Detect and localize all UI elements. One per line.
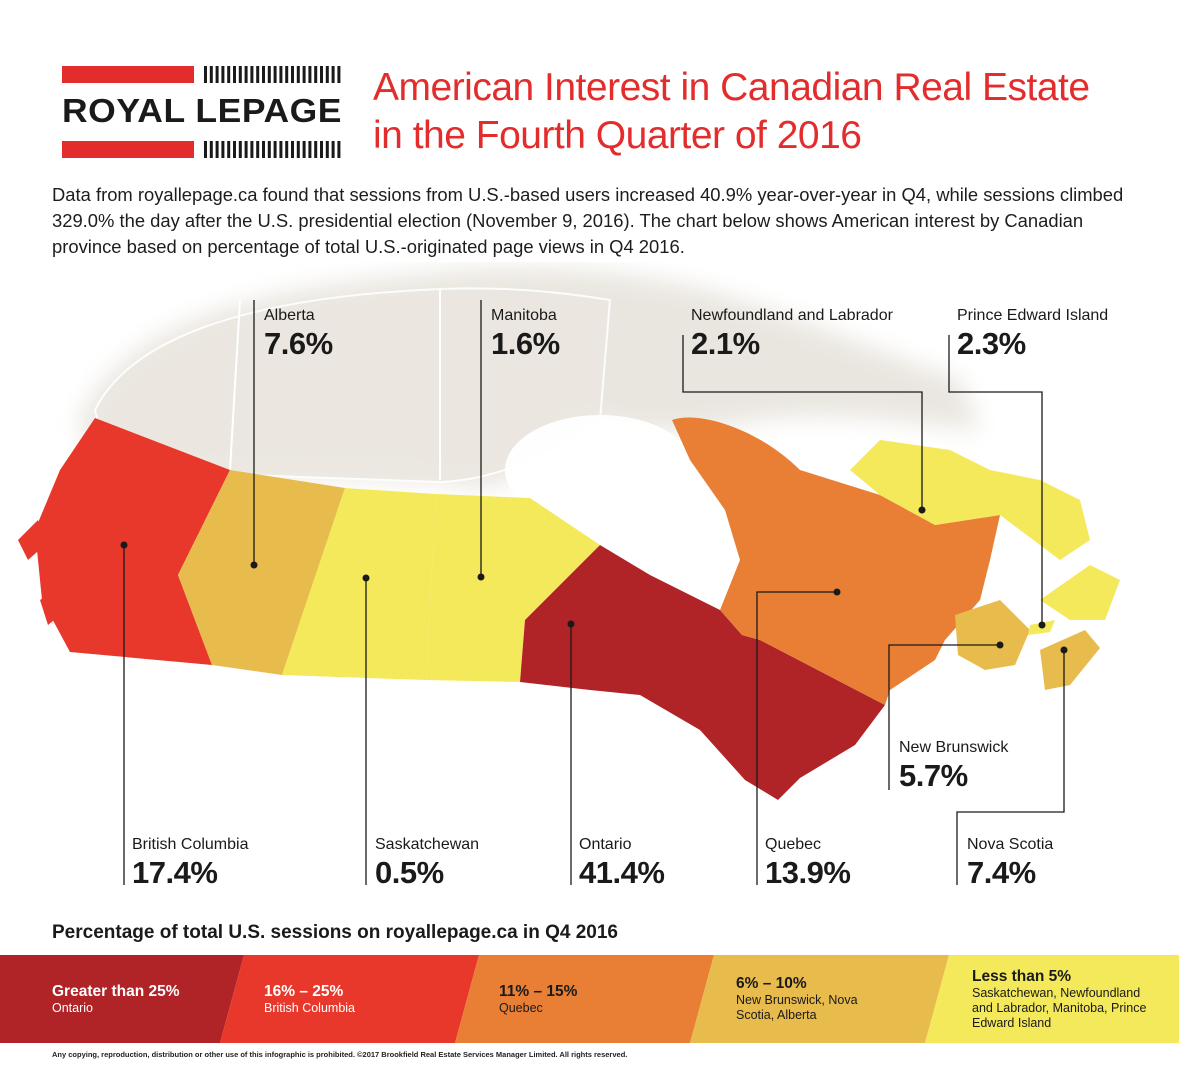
legend-range: 6% – 10% bbox=[736, 975, 807, 992]
legend-provinces: New Brunswick, Nova Scotia, Alberta bbox=[736, 993, 858, 1022]
province-quebec bbox=[672, 417, 1000, 705]
legend-provinces: British Columbia bbox=[264, 1000, 356, 1015]
legend-provinces: Saskatchewan, Newfoundland and Labrador,… bbox=[972, 985, 1147, 1030]
royal-lepage-logo: ROYAL LEPAGE bbox=[62, 66, 342, 158]
copyright-footer: Any copying, reproduction, distribution … bbox=[52, 1050, 628, 1059]
title-line-2: in the Fourth Quarter of 2016 bbox=[373, 114, 862, 157]
legend-item-greater-25: Greater than 25% Ontario bbox=[52, 955, 222, 1043]
province-name: Nova Scotia bbox=[967, 836, 1054, 853]
province-new-brunswick bbox=[955, 600, 1030, 670]
province-name: Prince Edward Island bbox=[957, 307, 1109, 324]
marker-dots bbox=[120, 506, 1068, 654]
legend-title: Percentage of total U.S. sessions on roy… bbox=[52, 922, 618, 943]
label-new-brunswick: New Brunswick 5.7% bbox=[899, 739, 1009, 793]
province-newfoundland-island bbox=[1040, 565, 1120, 620]
label-saskatchewan: Saskatchewan 0.5% bbox=[375, 836, 480, 890]
legend-range: Greater than 25% bbox=[52, 982, 180, 1000]
province-pct: 41.4% bbox=[579, 855, 665, 890]
legend-range: 11% – 15% bbox=[499, 982, 578, 1000]
legend-swatch-less-5 bbox=[925, 955, 1179, 1043]
label-quebec: Quebec 13.9% bbox=[765, 836, 851, 890]
legend-swatch-greater-25 bbox=[0, 955, 244, 1043]
province-alberta bbox=[178, 470, 345, 675]
label-pei: Prince Edward Island 2.3% bbox=[957, 307, 1109, 361]
leader-lines bbox=[123, 300, 1065, 885]
province-saskatchewan bbox=[282, 488, 436, 680]
province-nova-scotia bbox=[1040, 630, 1100, 690]
title-line-1: American Interest in Canadian Real Estat… bbox=[373, 66, 1090, 109]
legend-swatch-11-15 bbox=[455, 955, 714, 1043]
province-pct: 5.7% bbox=[899, 758, 968, 793]
province-pct: 7.6% bbox=[264, 326, 333, 361]
legend-swatch-16-25 bbox=[220, 955, 479, 1043]
province-name: Newfoundland and Labrador bbox=[691, 307, 893, 324]
legend-item-11-15: 11% – 15% Quebec bbox=[499, 955, 679, 1043]
province-pct: 13.9% bbox=[765, 855, 851, 890]
legend-item-6-10: 6% – 10% New Brunswick, Nova Scotia, Alb… bbox=[736, 955, 886, 1043]
province-pct: 7.4% bbox=[967, 855, 1036, 890]
province-pct: 2.3% bbox=[957, 326, 1026, 361]
label-british-columbia: British Columbia 17.4% bbox=[132, 836, 249, 890]
province-name: Saskatchewan bbox=[375, 836, 480, 853]
province-name: Manitoba bbox=[491, 307, 557, 324]
legend-bar bbox=[0, 955, 1179, 1043]
label-ontario: Ontario 41.4% bbox=[579, 836, 665, 890]
province-name: Ontario bbox=[579, 836, 632, 853]
label-nova-scotia: Nova Scotia 7.4% bbox=[967, 836, 1054, 890]
province-newfoundland bbox=[850, 440, 1090, 560]
logo-wordmark: ROYAL LEPAGE bbox=[62, 92, 342, 129]
province-name: New Brunswick bbox=[899, 739, 1009, 756]
province-pct: 2.1% bbox=[691, 326, 760, 361]
legend-swatch-6-10 bbox=[690, 955, 949, 1043]
legend-range: Less than 5% bbox=[972, 967, 1072, 985]
legend-range: 16% – 25% bbox=[264, 982, 344, 1000]
island-vancouver bbox=[18, 520, 60, 625]
province-ontario bbox=[520, 545, 885, 800]
intro-paragraph: Data from royallepage.ca found that sess… bbox=[52, 184, 1124, 257]
province-british-columbia bbox=[35, 418, 230, 665]
province-name: Quebec bbox=[765, 836, 822, 853]
label-manitoba: Manitoba 1.6% bbox=[491, 307, 560, 361]
label-alberta: Alberta 7.6% bbox=[264, 307, 333, 361]
province-pct: 17.4% bbox=[132, 855, 218, 890]
province-name: Alberta bbox=[264, 307, 315, 324]
province-pct: 1.6% bbox=[491, 326, 560, 361]
province-name: British Columbia bbox=[132, 836, 249, 853]
province-pct: 0.5% bbox=[375, 855, 444, 890]
legend-item-less-5: Less than 5% Saskatchewan, Newfoundland … bbox=[972, 955, 1162, 1043]
province-manitoba bbox=[426, 494, 600, 682]
legend-provinces: Quebec bbox=[499, 1000, 543, 1015]
label-newfoundland: Newfoundland and Labrador 2.1% bbox=[691, 307, 893, 361]
legend-item-16-25: 16% – 25% British Columbia bbox=[264, 955, 444, 1043]
legend-provinces: Ontario bbox=[52, 1000, 93, 1015]
canada-map bbox=[18, 268, 1120, 885]
